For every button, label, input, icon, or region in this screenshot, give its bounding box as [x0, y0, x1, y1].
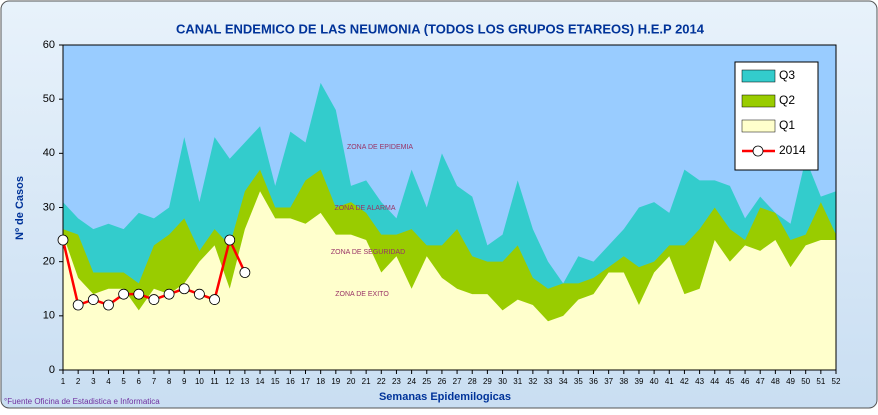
x-tick-label: 23 [392, 377, 401, 386]
x-tick-label: 15 [271, 377, 280, 386]
zone-label: ZONA DE EXITO [335, 291, 389, 298]
x-tick-label: 13 [240, 377, 249, 386]
point [118, 288, 130, 300]
zone-label: ZONA DE EPIDEMIA [347, 144, 413, 151]
zone-label: ZONA DE SEGURIDAD [331, 249, 405, 256]
y-tick-label: 0 [49, 364, 55, 376]
legend-label: Q2 [779, 93, 795, 107]
y-tick-label: 50 [43, 93, 55, 105]
x-tick-label: 6 [137, 377, 142, 386]
x-tick-label: 49 [786, 377, 795, 386]
x-tick-label: 9 [182, 377, 187, 386]
y-tick-label: 30 [43, 201, 55, 213]
point [209, 294, 220, 305]
point [57, 234, 69, 246]
x-tick-label: 32 [528, 377, 537, 386]
legend-label: 2014 [779, 143, 806, 157]
x-tick-label: 1 [61, 377, 66, 386]
y-tick-label: 60 [43, 39, 55, 51]
y-tick-label: 10 [43, 310, 55, 322]
x-tick-label: 42 [680, 377, 689, 386]
x-tick-label: 21 [362, 377, 371, 386]
x-tick-label: 10 [195, 377, 204, 386]
legend-swatch [741, 94, 776, 108]
y-axis-label: Nº de Casos [14, 176, 26, 240]
point [239, 267, 251, 278]
x-tick-label: 39 [635, 377, 644, 386]
x-tick-label: 4 [106, 377, 111, 386]
x-tick-label: 2 [76, 377, 81, 386]
x-tick-label: 34 [559, 377, 568, 386]
x-tick-label: 20 [347, 377, 356, 386]
x-tick-label: 17 [301, 377, 310, 386]
x-tick-label: 51 [816, 377, 825, 386]
point [224, 234, 236, 246]
y-tick-label: 40 [43, 147, 55, 159]
x-tick-label: 47 [756, 377, 765, 386]
x-tick-label: 16 [286, 377, 295, 386]
point [72, 299, 84, 311]
x-axis-label: Semanas Epidemilogicas [379, 391, 511, 403]
x-tick-label: 14 [256, 377, 265, 386]
x-tick-label: 31 [513, 377, 522, 386]
x-tick-label: 3 [91, 377, 96, 386]
x-tick-label: 45 [725, 377, 734, 386]
x-tick-label: 12 [225, 377, 234, 386]
zone-label: ZONA DE ALARMA [334, 205, 395, 212]
x-tick-label: 44 [710, 377, 719, 386]
x-tick-label: 29 [483, 377, 492, 386]
legend-swatch [741, 69, 776, 83]
y-tick-label: 20 [43, 256, 55, 268]
legend-label: Q3 [779, 68, 795, 82]
x-tick-label: 22 [377, 377, 386, 386]
x-tick-label: 28 [468, 377, 477, 386]
point [133, 288, 145, 300]
x-tick-label: 52 [832, 377, 841, 386]
legend-marker [752, 145, 764, 157]
chart-title: CANAL ENDEMICO DE LAS NEUMONIA (TODOS LO… [176, 21, 705, 36]
x-tick-label: 46 [741, 377, 750, 386]
area [63, 191, 836, 370]
x-tick-label: 48 [771, 377, 780, 386]
x-tick-label: 26 [437, 377, 446, 386]
x-tick-label: 19 [331, 377, 340, 386]
source-note: °Fuente Oficina de Estadistica e Informa… [4, 397, 160, 406]
x-tick-label: 24 [407, 377, 416, 386]
x-tick-label: 7 [152, 377, 157, 386]
x-tick-label: 18 [316, 377, 325, 386]
x-tick-label: 40 [650, 377, 659, 386]
legend-swatch [741, 119, 776, 133]
point [178, 283, 190, 295]
x-tick-label: 27 [453, 377, 462, 386]
x-tick-label: 36 [589, 377, 598, 386]
x-tick-label: 33 [544, 377, 553, 386]
point [87, 294, 99, 305]
x-tick-label: 25 [422, 377, 431, 386]
point [148, 294, 160, 305]
x-tick-label: 38 [619, 377, 628, 386]
x-tick-label: 37 [604, 377, 613, 386]
legend-label: Q1 [779, 118, 795, 132]
x-tick-label: 50 [801, 377, 810, 386]
x-tick-label: 8 [167, 377, 172, 386]
x-tick-label: 30 [498, 377, 507, 386]
point [103, 299, 114, 311]
x-tick-label: 41 [665, 377, 674, 386]
point [163, 288, 175, 300]
x-tick-label: 35 [574, 377, 583, 386]
x-tick-label: 5 [121, 377, 126, 386]
point [194, 288, 205, 300]
x-tick-label: 11 [210, 377, 219, 386]
x-tick-label: 43 [695, 377, 704, 386]
